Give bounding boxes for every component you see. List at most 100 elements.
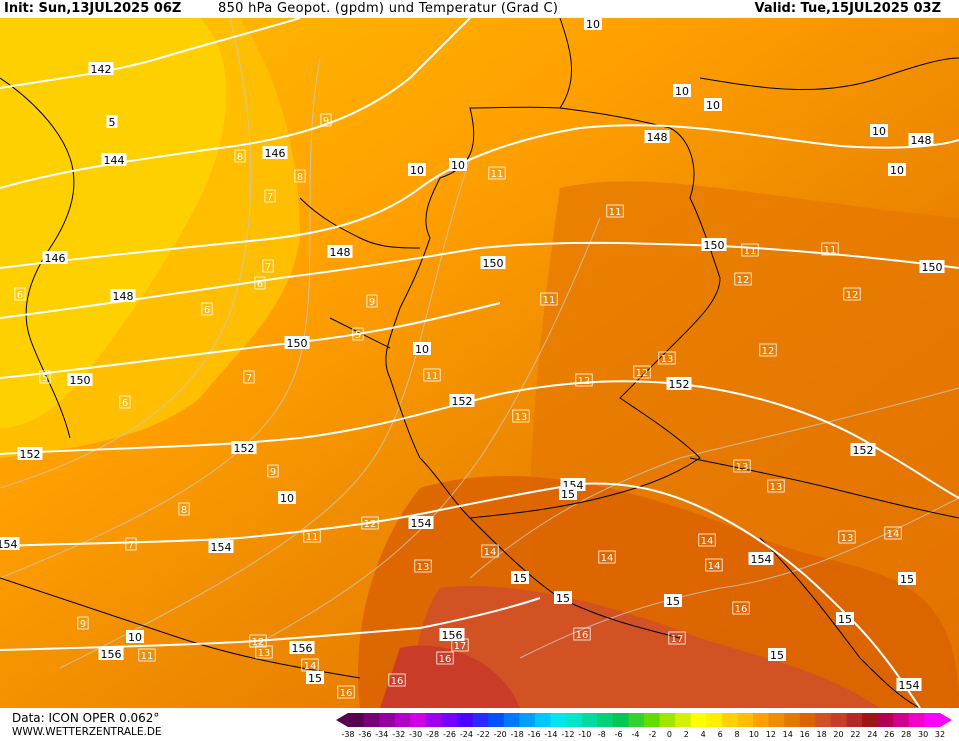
geopotential-label-box [17, 447, 43, 460]
temperature-label-box [77, 616, 89, 630]
temperature-label-box [732, 601, 750, 615]
geopotential-label: 152 [669, 378, 690, 391]
geopotential-label-box [439, 628, 465, 641]
temperature-label: 7 [246, 373, 252, 384]
geopotential-label: 10 [890, 164, 904, 177]
geopotential-label-box [106, 115, 118, 128]
legend-swatch [457, 713, 474, 727]
temperature-label: 9 [270, 467, 276, 478]
geopotential-label-box [870, 124, 888, 137]
temperature-label-box [606, 204, 624, 218]
temperature-label-box [249, 634, 267, 648]
geopotential-label: 5 [109, 116, 116, 129]
temperature-label-box [451, 638, 469, 652]
temperature-label-box [243, 370, 255, 384]
temperature-label-box [733, 459, 751, 473]
website-url: WWW.WETTERZENTRALE.DE [12, 726, 162, 738]
temperature-label: 9 [80, 619, 86, 630]
country-borders [0, 18, 959, 708]
temperature-label-box [320, 113, 332, 127]
geopotential-label-box [413, 342, 431, 355]
temperature-label-box [843, 287, 861, 301]
temperature-label-box [39, 370, 51, 384]
geopotential-label: 146 [265, 147, 286, 160]
geopotential-label-box [704, 98, 722, 111]
geopotential-label: 10 [415, 343, 429, 356]
geopotential-label-box [449, 158, 467, 171]
geopotential-label: 10 [128, 631, 142, 644]
temperature-label: 8 [297, 172, 303, 183]
temperature-label: 7 [267, 192, 273, 203]
temperature-label: 16 [735, 604, 748, 615]
legend-swatch [768, 713, 785, 727]
geopotential-label: 154 [211, 541, 232, 554]
legend-swatch [721, 713, 738, 727]
legend-swatch [784, 713, 801, 727]
legend-tick-label: -2 [648, 730, 656, 739]
legend-tick-label: 26 [884, 730, 894, 739]
legend-tick-label: -10 [578, 730, 591, 739]
geopotential-label: 150 [483, 257, 504, 270]
color-legend: -38 -36 -34 -32 -30 -28 -26 -24 -22 -20 -18 -16 -14-… [336, 713, 952, 739]
legend-swatch [924, 713, 941, 727]
temperature-label: 13 [661, 354, 674, 365]
temperature-label-box [884, 526, 902, 540]
temperature-label-box [303, 529, 321, 543]
geopotential-label: 148 [330, 246, 351, 259]
temperature-label: 12 [846, 290, 859, 301]
geopotential-label: 10 [451, 159, 465, 172]
geopotential-label: 10 [410, 164, 424, 177]
temperature-label-box [633, 365, 651, 379]
temperature-label-box [264, 189, 276, 203]
temperature-label: 7 [128, 540, 134, 551]
geopotential-label-box [278, 491, 296, 504]
legend-swatch [394, 713, 411, 727]
geopotential-label-box [908, 133, 934, 146]
geopotential-label-box [701, 238, 727, 251]
geopotential-label: 154 [0, 538, 18, 551]
temperature-label-box [436, 651, 454, 665]
temperature-label-box [414, 559, 432, 573]
temperature-label-box [388, 673, 406, 687]
legend-tick-label: -12 [561, 730, 574, 739]
temperature-label-box [178, 502, 190, 516]
hot-region-alps [416, 586, 880, 708]
geopotential-label-box [666, 377, 692, 390]
temperature-label: 13 [770, 482, 783, 493]
temperature-label: 9 [369, 297, 375, 308]
legend-tick-label: 22 [850, 730, 860, 739]
geopotential-label: 152 [452, 395, 473, 408]
temperature-label-box [301, 658, 319, 672]
temperature-label-box [575, 373, 593, 387]
legend-swatch [379, 713, 396, 727]
geopotential-label-box [898, 572, 916, 585]
temperature-label-box [734, 272, 752, 286]
legend-tick-label: 8 [734, 730, 739, 739]
temperature-label-box [481, 544, 499, 558]
legend-swatch [503, 713, 520, 727]
legend-tick-label: -24 [460, 730, 473, 739]
geopotential-label: 152 [234, 442, 255, 455]
legend-tick-label: 4 [701, 730, 706, 739]
geopotential-label: 146 [45, 252, 66, 265]
geopotential-label-box [896, 678, 922, 691]
coolest-region [0, 18, 227, 428]
geopotential-label-box [101, 153, 127, 166]
legend-tick-label: -4 [632, 730, 640, 739]
temperature-label: 13 [841, 533, 854, 544]
geopotential-label: 148 [113, 290, 134, 303]
temperature-label: 16 [576, 630, 589, 641]
legend-swatch [519, 713, 536, 727]
geopotential-label: 15 [838, 613, 852, 626]
legend-swatch [893, 713, 910, 727]
geopotential-label-box [284, 336, 310, 349]
legend-tick-label: -28 [426, 730, 439, 739]
temperature-label-box [14, 287, 26, 301]
temperature-label: 16 [391, 676, 404, 687]
temperature-label-box [125, 537, 137, 551]
init-time: Init: Sun,13JUL2025 06Z [4, 1, 182, 16]
temperature-label: 12 [762, 346, 775, 357]
legend-tick-label: -14 [544, 730, 557, 739]
temperature-label-box [598, 550, 616, 564]
